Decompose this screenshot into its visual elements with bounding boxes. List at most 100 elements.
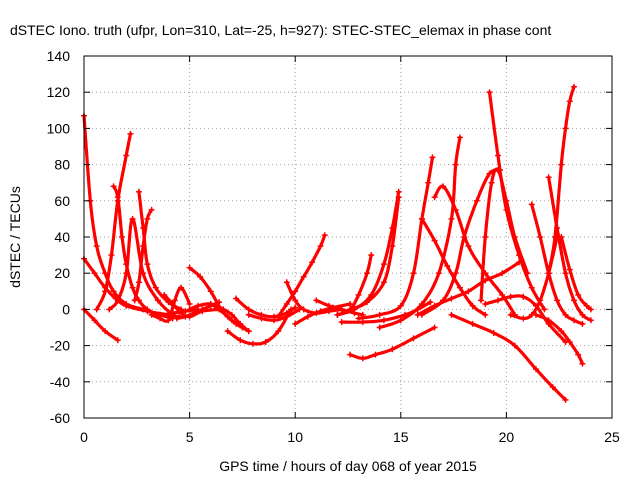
data-point <box>587 306 594 313</box>
series-line <box>378 135 462 330</box>
data-point <box>482 300 489 307</box>
data-point <box>452 161 459 168</box>
data-point <box>570 297 577 304</box>
series-line <box>449 313 568 402</box>
data-point <box>165 317 172 324</box>
data-point <box>197 273 204 280</box>
series-line <box>137 190 183 311</box>
data-point <box>566 338 573 345</box>
data-point <box>110 288 117 295</box>
data-point <box>245 328 252 335</box>
data-point <box>245 306 252 313</box>
data-point <box>178 284 185 291</box>
data-point <box>528 284 535 291</box>
data-point <box>190 310 197 317</box>
data-point <box>110 183 117 190</box>
data-series <box>81 306 121 344</box>
data-point <box>127 130 134 137</box>
data-point <box>224 328 231 335</box>
data-point <box>486 170 493 177</box>
data-point <box>528 201 535 208</box>
data-point <box>262 338 269 345</box>
series-line <box>534 313 584 366</box>
data-point <box>207 300 214 307</box>
data-point <box>456 134 463 141</box>
data-point <box>410 335 417 342</box>
y-tick-label: 120 <box>47 84 71 100</box>
data-point <box>545 270 552 277</box>
data-series <box>532 311 586 367</box>
data-series <box>448 311 569 403</box>
data-point <box>545 174 552 181</box>
data-point <box>338 319 345 326</box>
data-point <box>91 270 98 277</box>
data-point <box>154 297 161 304</box>
series-line <box>487 90 546 311</box>
data-series <box>482 293 569 345</box>
data-point <box>465 243 472 250</box>
data-point <box>431 324 438 331</box>
data-point <box>431 194 438 201</box>
data-point <box>435 270 442 277</box>
data-point <box>135 188 142 195</box>
series-line <box>107 217 175 317</box>
data-point <box>131 297 138 304</box>
data-point <box>440 183 447 190</box>
data-point <box>207 288 214 295</box>
data-point <box>249 340 256 347</box>
x-tick-label: 5 <box>186 429 194 445</box>
data-point <box>129 284 136 291</box>
data-point <box>169 300 176 307</box>
data-point <box>317 243 324 250</box>
series-line <box>433 184 517 317</box>
data-series <box>545 83 577 277</box>
data-point <box>488 179 495 186</box>
data-point <box>551 234 558 240</box>
x-tick-label: 0 <box>80 429 88 445</box>
data-series <box>418 215 489 318</box>
data-point <box>389 243 396 250</box>
data-point <box>233 295 240 302</box>
data-point <box>91 317 98 324</box>
data-series <box>376 134 463 331</box>
data-point <box>579 320 586 327</box>
data-point <box>429 154 436 161</box>
data-point <box>499 291 506 298</box>
data-point <box>283 300 290 307</box>
data-point <box>300 273 307 280</box>
y-tick-label: -60 <box>50 410 70 426</box>
series-line <box>133 208 154 302</box>
data-point <box>355 291 362 298</box>
data-point <box>380 261 387 268</box>
data-series <box>148 284 193 324</box>
data-point <box>558 234 565 240</box>
data-series <box>313 297 366 318</box>
data-series <box>347 324 438 362</box>
data-point <box>119 234 126 240</box>
data-point <box>195 302 202 309</box>
data-series <box>431 183 518 318</box>
data-point <box>102 288 109 295</box>
data-point <box>233 320 240 327</box>
data-point <box>490 329 497 336</box>
data-point <box>465 288 472 295</box>
data-point <box>520 315 527 322</box>
data-point <box>494 297 501 304</box>
data-point <box>364 299 371 306</box>
data-point <box>558 328 565 335</box>
data-point <box>482 277 489 284</box>
data-point <box>102 328 109 335</box>
data-point <box>575 291 582 298</box>
series-line <box>559 235 593 311</box>
data-point <box>271 317 278 324</box>
data-point <box>566 98 573 105</box>
data-point <box>304 313 311 320</box>
data-point <box>347 306 354 313</box>
data-point <box>292 320 299 327</box>
data-point <box>558 161 565 168</box>
data-point <box>431 237 438 244</box>
data-point <box>410 270 417 277</box>
data-point <box>144 261 151 268</box>
data-point <box>566 266 573 273</box>
